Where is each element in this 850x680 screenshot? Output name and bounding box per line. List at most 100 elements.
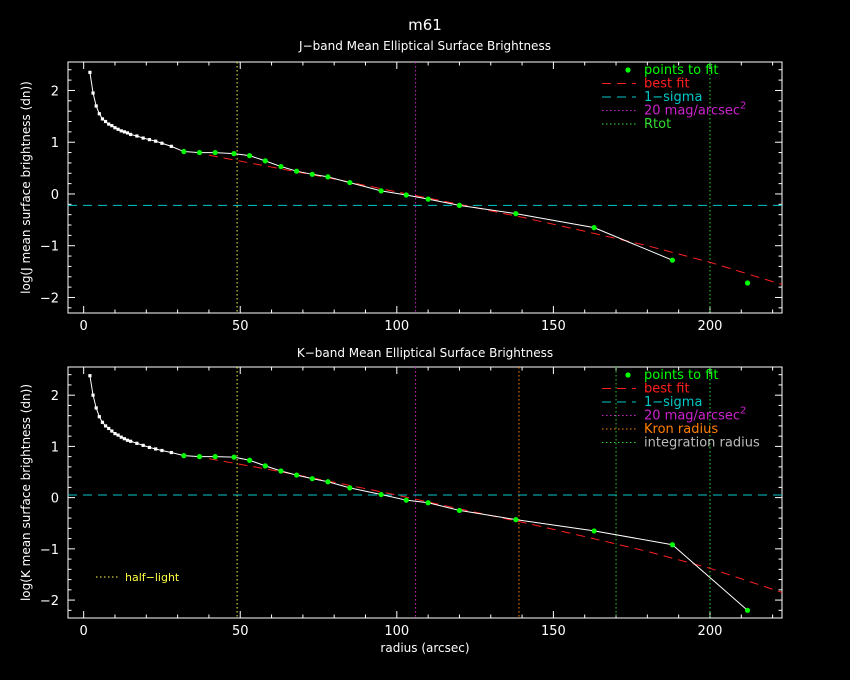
data-point xyxy=(125,438,130,442)
data-point xyxy=(129,132,133,137)
y-tick-label: 0 xyxy=(51,188,59,203)
fit-point xyxy=(278,468,284,474)
legend-label: points to fit xyxy=(644,368,719,383)
data-point xyxy=(91,393,95,397)
fit-point xyxy=(456,202,463,208)
fit-point xyxy=(744,607,751,613)
legend-label: points to fit xyxy=(644,63,719,78)
fit-point xyxy=(513,211,519,217)
legend-label: 20 mag/arcsec2 xyxy=(644,406,746,424)
data-point xyxy=(107,426,111,431)
data-point xyxy=(129,439,133,443)
data-point xyxy=(94,104,98,108)
fit-point xyxy=(231,454,237,460)
fit-point xyxy=(669,542,675,548)
fit-point xyxy=(456,507,463,514)
data-point xyxy=(119,129,123,133)
legend-label: best fit xyxy=(644,77,690,92)
data-point xyxy=(103,119,108,124)
data-point xyxy=(141,443,145,447)
fit-point xyxy=(591,528,597,534)
data-point xyxy=(97,415,101,419)
panel-title: K−band Mean Elliptical Surface Brightnes… xyxy=(297,346,553,360)
x-tick-label: 0 xyxy=(80,319,88,334)
y-tick-label: 1 xyxy=(51,440,59,455)
fit-point xyxy=(262,463,268,469)
fit-point xyxy=(347,179,353,186)
fit-point xyxy=(212,454,218,460)
plot-frame xyxy=(67,61,783,314)
data-point xyxy=(122,130,126,134)
fit-point xyxy=(262,158,268,164)
y-tick-label: −1 xyxy=(40,240,59,255)
legend-label: 1−sigma xyxy=(644,395,702,410)
x-tick-label: 0 xyxy=(80,624,88,639)
y-tick-label: −1 xyxy=(40,543,59,558)
data-point xyxy=(135,134,139,138)
data-point xyxy=(147,445,152,450)
data-point xyxy=(160,448,164,453)
data-point xyxy=(169,450,173,455)
y-axis-label: log(J mean surface brightness (dn)) xyxy=(19,81,33,294)
data-point xyxy=(122,437,126,441)
x-axis-label: radius (arcsec) xyxy=(380,641,469,655)
fit-point xyxy=(278,163,284,170)
data-point xyxy=(119,435,123,439)
legend-label: 1−sigma xyxy=(644,90,702,105)
data-point xyxy=(103,424,108,428)
data-point xyxy=(97,112,101,116)
best-fit-line xyxy=(208,154,782,286)
half-light-label: half−light xyxy=(125,571,180,584)
data-point xyxy=(154,139,158,143)
fit-point xyxy=(744,280,751,286)
fit-point xyxy=(403,497,409,503)
legend-superscript: 2 xyxy=(740,101,746,112)
panel-title: J−band Mean Elliptical Surface Brightnes… xyxy=(298,39,551,53)
fit-point xyxy=(347,485,353,491)
plot-area xyxy=(68,367,782,618)
x-tick-label: 200 xyxy=(698,624,723,639)
legend-label: integration radius xyxy=(644,436,760,451)
data-point xyxy=(100,117,105,121)
y-tick-label: 2 xyxy=(51,84,59,99)
data-point xyxy=(110,429,114,433)
figure-title: m61 xyxy=(408,16,442,34)
fit-point xyxy=(181,453,187,459)
legend-label: Kron radius xyxy=(644,422,718,437)
legend-marker xyxy=(625,67,631,73)
fit-point xyxy=(513,517,519,523)
fit-point xyxy=(196,454,203,460)
y-tick-label: 2 xyxy=(51,389,59,404)
data-point xyxy=(116,433,120,437)
legend-superscript: 2 xyxy=(740,406,746,417)
data-point xyxy=(100,420,105,424)
fit-point xyxy=(403,192,409,198)
fit-point xyxy=(231,151,237,157)
fit-point xyxy=(425,500,431,506)
data-point xyxy=(135,441,139,445)
fit-point xyxy=(325,479,331,485)
data-point xyxy=(113,126,117,130)
plot-frame xyxy=(67,366,783,619)
fit-point xyxy=(325,174,331,180)
data-point xyxy=(169,144,173,148)
data-point xyxy=(94,406,98,410)
data-point xyxy=(88,70,92,74)
legend-label: 20 mag/arcsec2 xyxy=(644,101,746,119)
fit-point xyxy=(247,457,253,463)
fit-point xyxy=(309,476,315,482)
y-tick-label: 1 xyxy=(51,136,59,151)
y-tick-label: 0 xyxy=(51,492,59,507)
data-point xyxy=(110,124,114,128)
data-curve-tail xyxy=(672,544,748,611)
fit-point xyxy=(196,149,203,156)
x-tick-label: 100 xyxy=(384,624,409,639)
data-point xyxy=(107,122,111,126)
fit-point xyxy=(181,148,187,155)
y-tick-label: −2 xyxy=(40,291,59,306)
k-band-panel: K−band Mean Elliptical Surface Brightnes… xyxy=(19,346,783,655)
data-point xyxy=(147,138,152,142)
fit-point xyxy=(212,149,218,156)
